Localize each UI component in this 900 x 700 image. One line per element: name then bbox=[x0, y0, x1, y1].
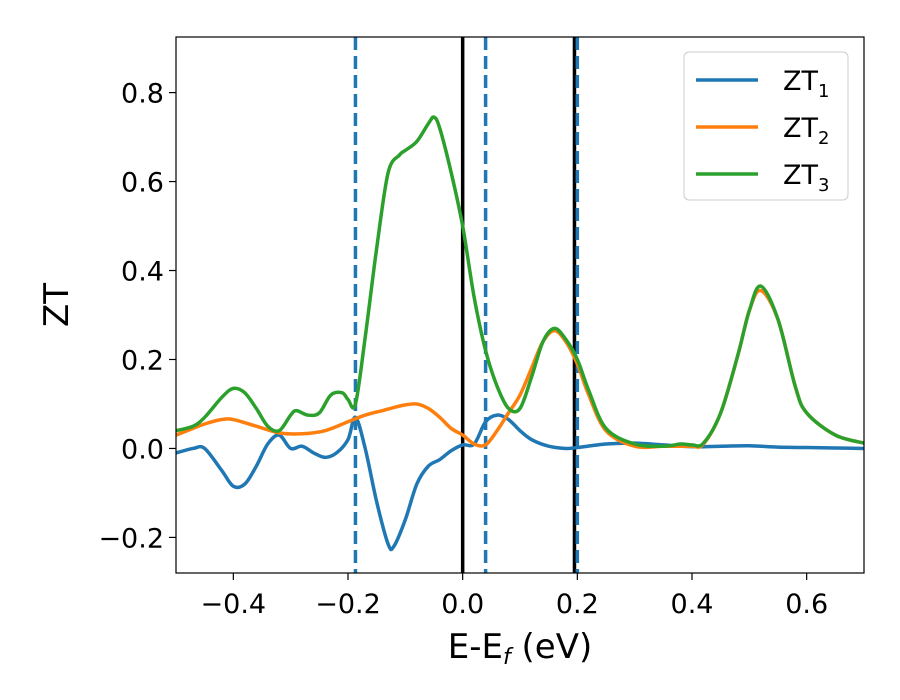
x-axis-label: E-Ef (eV) bbox=[448, 627, 593, 670]
legend: ZT1 ZT2 ZT3 bbox=[683, 51, 849, 201]
reference-lines bbox=[353, 37, 580, 573]
legend-box bbox=[683, 51, 849, 201]
series-line-zt1 bbox=[176, 413, 864, 552]
y-tick-label: −0.2 bbox=[98, 523, 164, 554]
y-tick-label: 0.2 bbox=[121, 345, 164, 376]
x-tick-label: 0.2 bbox=[556, 589, 599, 620]
y-axis-ticks: −0.2 0.0 0.2 0.4 0.6 0.8 bbox=[98, 79, 176, 554]
x-axis-ticks: −0.4 −0.2 0.0 0.2 0.4 0.6 bbox=[201, 573, 828, 620]
x-tick-label: −0.4 bbox=[201, 589, 267, 620]
series-lines bbox=[176, 115, 864, 552]
plot-frame bbox=[175, 36, 865, 574]
y-tick-label: 0.8 bbox=[121, 79, 164, 110]
x-tick-label: 0.0 bbox=[441, 589, 484, 620]
series-line-zt3 bbox=[176, 115, 864, 449]
x-tick-label: 0.6 bbox=[785, 589, 828, 620]
x-axis-label-main: E-E bbox=[448, 627, 503, 667]
y-tick-label: 0.0 bbox=[121, 434, 164, 465]
legend-label-zt3: ZT3 bbox=[783, 160, 829, 196]
y-axis-label: ZT bbox=[37, 283, 77, 327]
y-tick-label: 0.4 bbox=[121, 257, 164, 288]
legend-label-zt1: ZT1 bbox=[783, 66, 829, 102]
x-axis-label-subscript: f bbox=[503, 645, 514, 670]
x-tick-label: −0.2 bbox=[315, 589, 381, 620]
legend-label-zt2: ZT2 bbox=[783, 113, 829, 149]
y-tick-label: 0.6 bbox=[121, 168, 164, 199]
x-tick-label: 0.4 bbox=[671, 589, 714, 620]
x-axis-label-unit: (eV) bbox=[511, 627, 593, 667]
